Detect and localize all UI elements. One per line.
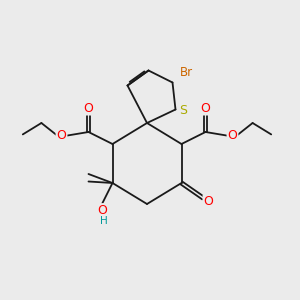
Text: S: S (179, 104, 187, 118)
Text: O: O (204, 195, 213, 208)
Text: O: O (228, 129, 237, 142)
Text: O: O (84, 101, 93, 115)
Text: Br: Br (180, 65, 194, 79)
Text: O: O (97, 204, 107, 217)
Text: H: H (100, 216, 107, 226)
Text: O: O (57, 129, 66, 142)
Text: O: O (201, 101, 210, 115)
